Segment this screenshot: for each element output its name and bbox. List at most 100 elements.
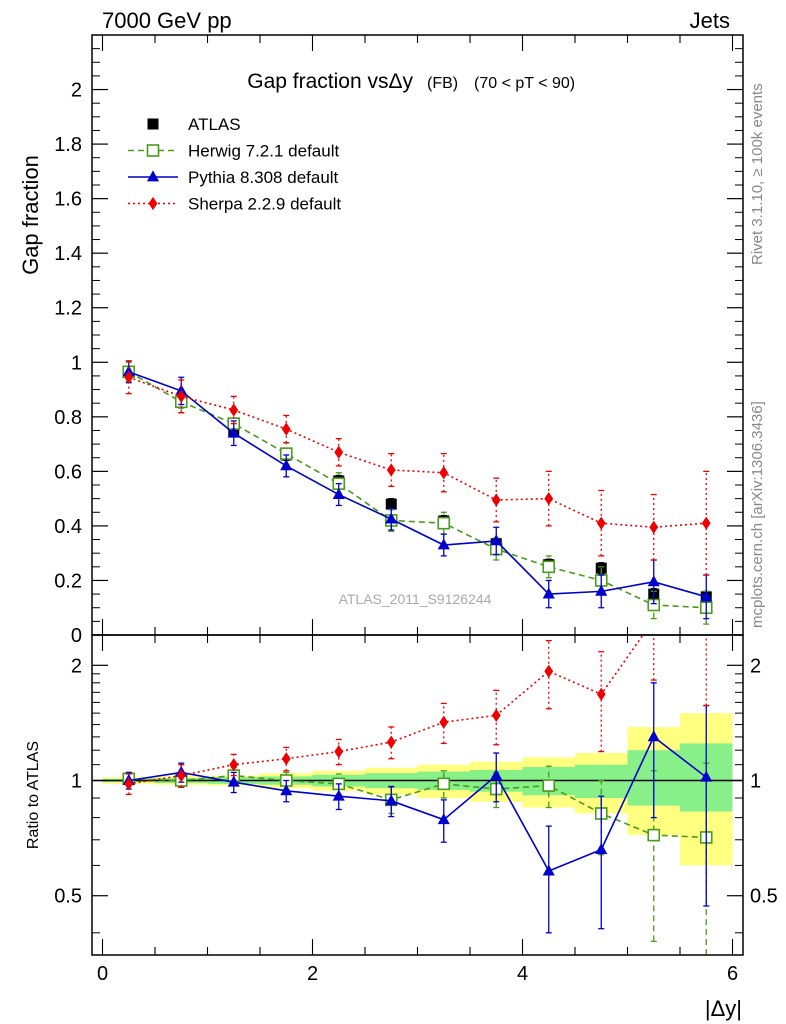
ratio-point	[490, 768, 503, 780]
main-ytick-label: 2	[71, 80, 82, 102]
ratio-xlabel: |Δy|	[705, 996, 742, 1021]
main-point	[437, 516, 451, 530]
ratio-line-sherpa-2-2-9-default	[128, 635, 645, 785]
ratio-y-ticks: 0.5 0.5 1 1 2 2	[54, 655, 778, 934]
ratio-point	[542, 779, 556, 792]
main-line-sherpa-2-2-9-default	[128, 376, 707, 529]
ratio-ytick-label: 2	[71, 655, 82, 677]
main-ytick-label: 0.6	[54, 461, 82, 483]
ratio-line-pythia-8-308-default	[128, 735, 707, 873]
ratio-point	[385, 794, 398, 806]
main-title-range: (70 < pT < 90)	[474, 75, 575, 92]
main-point	[647, 575, 660, 587]
main-point	[596, 516, 606, 530]
ratio-ytick-label: 0.5	[54, 886, 82, 908]
main-point	[595, 584, 608, 596]
main-point	[544, 492, 554, 506]
main-point	[649, 520, 659, 534]
main-line-pythia-8-308-default	[128, 371, 707, 598]
main-x-ticks	[101, 35, 734, 635]
ratio-plot-area	[92, 635, 743, 955]
main-ylabel: Gap fraction	[18, 155, 43, 275]
main-series-pythia-8-308-default	[122, 360, 713, 620]
main-series-atlas	[123, 365, 712, 603]
main-point	[491, 493, 501, 507]
analysis-watermark: ATLAS_2011_S9126244	[339, 591, 492, 607]
main-title: Gap fraction vsΔy	[247, 70, 413, 93]
main-point	[437, 538, 450, 550]
legend-label-sherpa-2-2-9-default: Sherpa 2.2.9 default	[188, 195, 341, 214]
main-plot-area	[122, 360, 713, 625]
ratio-point	[437, 813, 450, 825]
legend: ATLAS Herwig 7.2.1 default Pythia 8.308 de…	[128, 115, 341, 214]
header-right: Jets	[690, 8, 730, 33]
main-ytick-label: 0.4	[54, 516, 82, 538]
ratio-point	[595, 842, 608, 854]
ratio-point	[544, 664, 554, 678]
ratio-xtick-label: 4	[517, 963, 528, 985]
ratio-point	[280, 784, 293, 796]
ratio-point	[281, 752, 291, 766]
main-ytick-label: 1.2	[54, 298, 82, 320]
ratio-point	[491, 708, 501, 722]
main-point	[281, 422, 291, 436]
ratio-point	[229, 758, 239, 772]
legend-marker-herwig-7-2-1-default	[146, 144, 160, 157]
main-ytick-label: 0.2	[54, 570, 82, 592]
side-text-rivet: Rivet 3.1.10, ≥ 100k events	[749, 83, 766, 265]
ratio-ytick-label-right: 1	[750, 771, 761, 793]
header-left: 7000 GeV pp	[102, 8, 232, 33]
ratio-ytick-label: 1	[71, 771, 82, 793]
main-point	[227, 426, 240, 438]
main-y-ticks: 0 0.2 0.4 0.6 0.8 1 1.2 1.4 1.6 1.8 2	[54, 48, 743, 647]
legend-marker-pythia-8-308-default	[146, 170, 160, 182]
legend-label-pythia-8-308-default: Pythia 8.308 default	[188, 168, 339, 187]
main-series-sherpa-2-2-9-default	[124, 360, 711, 576]
ratio-xtick-label: 6	[727, 963, 738, 985]
ratio-point	[439, 715, 449, 729]
main-ytick-label: 1.4	[54, 243, 82, 265]
main-point	[439, 466, 449, 480]
ratio-series-sherpa-2-2-9-default	[124, 635, 710, 796]
ratio-ylabel: Ratio to ATLAS	[25, 741, 42, 849]
main-point	[386, 463, 396, 477]
main-title-sub: (FB)	[427, 75, 458, 92]
ratio-point	[124, 777, 134, 791]
main-series-herwig-7-2-1-default	[122, 361, 713, 625]
ratio-ytick-label-right: 2	[750, 655, 761, 677]
ratio-point	[647, 730, 660, 742]
ratio-xtick-label: 2	[307, 963, 318, 985]
main-point	[332, 487, 345, 499]
main-point	[700, 590, 713, 602]
main-ytick-label: 1.6	[54, 189, 82, 211]
main-line-herwig-7-2-1-default	[128, 371, 707, 609]
ratio-point	[647, 828, 661, 842]
side-text-mcplots: mcplots.cern.ch [arXiv:1306.3436]	[749, 401, 766, 628]
ratio-panel: 0.5 0.5 1 1 2 2 0 2 4 6 Ratio to ATLAS |Δy|	[25, 634, 778, 1021]
ratio-point	[700, 770, 713, 782]
ratio-point	[386, 735, 396, 749]
main-point	[280, 459, 293, 471]
legend-marker-sherpa-2-2-9-default	[148, 196, 158, 211]
main-point	[176, 389, 186, 403]
legend-marker-atlas	[147, 118, 159, 130]
ratio-xtick-label: 0	[97, 963, 108, 985]
main-point	[334, 445, 344, 459]
main-point	[385, 512, 398, 524]
ratio-point	[176, 768, 186, 783]
main-point	[542, 560, 556, 574]
main-ytick-label: 1	[71, 352, 82, 374]
ratio-ytick-label-right: 0.5	[750, 886, 778, 908]
ratio-line-herwig-7-2-1-default	[128, 774, 707, 839]
main-point	[229, 403, 239, 417]
main-point	[542, 587, 555, 599]
main-ytick-label: 0.8	[54, 407, 82, 429]
ratio-point	[596, 687, 606, 701]
main-point	[490, 534, 503, 546]
ratio-point	[437, 777, 451, 791]
main-point	[701, 516, 711, 530]
ratio-point	[334, 744, 344, 759]
ratio-point	[227, 775, 240, 787]
ratio-point	[332, 789, 345, 801]
